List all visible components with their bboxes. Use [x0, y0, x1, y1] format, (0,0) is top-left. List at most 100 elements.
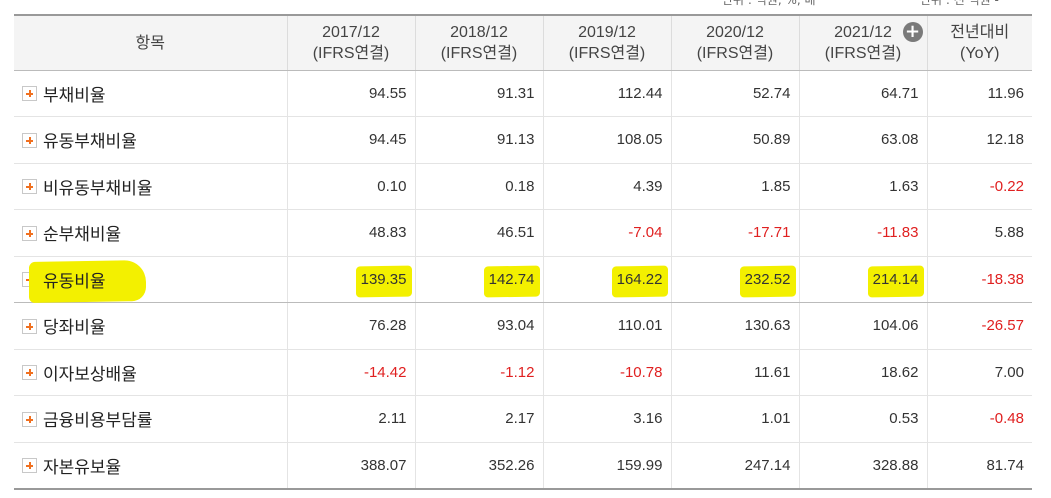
header-period: 2018/12 (IFRS연결): [415, 14, 544, 71]
yoy-value: -18.38: [981, 270, 1024, 288]
expand-plus-icon[interactable]: [22, 458, 37, 473]
value-cell: 1.85: [671, 163, 800, 210]
row-label[interactable]: 비유동부채비율: [43, 178, 153, 199]
header-period: 2019/12 (IFRS연결): [543, 14, 672, 71]
yoy-cell: -18.38: [927, 255, 1032, 303]
value-cell: 110.01: [543, 302, 672, 350]
yoy-value: 81.74: [986, 456, 1024, 474]
cell-value: 64.71: [880, 84, 919, 102]
cell-value: 2.17: [505, 410, 535, 428]
expand-plus-icon[interactable]: [22, 365, 37, 381]
table-row: 당좌비율 76.28 93.04 110.01 130.63 104.06 -26.57: [14, 302, 1032, 350]
value-cell: 130.63: [671, 302, 800, 350]
cell-value: 11.61: [754, 363, 791, 381]
cell-value: 247.14: [744, 456, 791, 474]
cell-value: 1.63: [889, 177, 919, 195]
cell-value: -11.83: [877, 224, 919, 242]
value-cell: 93.04: [415, 302, 544, 350]
yoy-cell: -0.48: [927, 395, 1032, 443]
table-row: 부채비율 94.55 91.31 112.44 52.74 64.71 11.96: [14, 70, 1032, 117]
expand-plus-icon[interactable]: [22, 411, 37, 427]
cell-value: 328.88: [872, 456, 919, 474]
value-cell: 232.52: [671, 255, 800, 303]
value-cell: 2.17: [415, 395, 544, 443]
value-cell: -1.12: [415, 349, 544, 396]
yoy-value: 7.00: [994, 363, 1024, 381]
row-label[interactable]: 당좌비율: [43, 318, 106, 339]
row-label[interactable]: 금융비용부담률: [43, 411, 153, 432]
row-label-cell: 비유동부채비율: [14, 163, 288, 210]
cell-value: 52.74: [752, 84, 791, 102]
cell-value: 91.31: [496, 84, 535, 102]
cell-value: 1.85: [761, 177, 791, 195]
table-header-row: 항목 2017/12 (IFRS연결) 2018/12 (IFRS연결) 2019/…: [14, 14, 1032, 71]
row-label[interactable]: 유동비율: [43, 267, 106, 292]
unit-note: 단위 : 억원, %, 배 단위 : 전 억원 -: [0, 0, 1051, 7]
cell-value: 164.22: [616, 270, 663, 288]
cell-value: 1.01: [761, 410, 791, 428]
row-label[interactable]: 이자보상배율: [43, 364, 137, 385]
plus-circle-icon[interactable]: +: [902, 22, 923, 42]
value-cell: 63.08: [799, 116, 928, 164]
row-label-cell: 유동비율: [14, 255, 288, 303]
table-row: 유동부채비율 94.45 91.13 108.05 50.89 63.08 12.18: [14, 116, 1032, 164]
cell-value: 232.52: [744, 270, 791, 288]
cell-value: 0.18: [505, 177, 535, 195]
table-row: 유동비율 139.35 142.74 164.22 232.52 214.14 -18.38: [14, 255, 1032, 303]
value-cell: 46.51: [415, 209, 544, 257]
expand-plus-icon[interactable]: [22, 179, 37, 195]
cell-value: 3.16: [633, 410, 663, 428]
header-period: 2020/12 (IFRS연결): [671, 14, 800, 71]
cell-value: -10.78: [619, 363, 663, 381]
row-label-cell: 자본유보율: [14, 442, 288, 490]
cell-value: -1.12: [500, 363, 535, 381]
value-cell: 94.55: [287, 70, 416, 117]
yoy-value: -26.57: [981, 317, 1024, 335]
cell-value: 159.99: [616, 456, 663, 474]
value-cell: 159.99: [543, 442, 672, 490]
cell-value: 94.45: [368, 131, 407, 149]
yoy-cell: -0.22: [927, 163, 1032, 210]
expand-plus-icon[interactable]: [22, 86, 37, 102]
value-cell: 48.83: [287, 209, 416, 257]
cell-value: 4.39: [633, 177, 663, 195]
cell-value: 388.07: [360, 456, 407, 474]
cell-value: 48.83: [368, 224, 407, 242]
row-label[interactable]: 순부채비율: [43, 225, 122, 246]
value-cell: 52.74: [671, 70, 800, 117]
row-label-cell: 이자보상배율: [14, 349, 288, 396]
unit-note-right: 단위 : 전 억원 -: [920, 0, 999, 7]
value-cell: 0.10: [287, 163, 416, 210]
value-cell: 328.88: [799, 442, 928, 490]
yoy-cell: 5.88: [927, 209, 1032, 257]
yoy-cell: 12.18: [927, 116, 1032, 164]
expand-plus-icon[interactable]: [22, 225, 37, 241]
cell-value: 104.06: [872, 317, 919, 335]
header-item: 항목: [14, 14, 288, 71]
cell-value: -17.71: [747, 224, 791, 242]
row-label[interactable]: 유동부채비율: [43, 132, 137, 153]
cell-value: 108.05: [616, 131, 663, 149]
cell-value: 50.89: [752, 131, 791, 149]
cell-value: 214.14: [872, 270, 919, 288]
cell-value: -14.42: [363, 363, 407, 381]
yoy-cell: 7.00: [927, 349, 1032, 396]
row-label[interactable]: 부채비율: [43, 85, 106, 106]
expand-plus-icon[interactable]: [22, 132, 37, 148]
cell-value: 2.11: [378, 410, 407, 428]
cell-value: 18.62: [880, 363, 919, 381]
cell-value: 46.51: [496, 224, 535, 242]
table-row: 자본유보율 388.07 352.26 159.99 247.14 328.88 81.74: [14, 442, 1032, 490]
yoy-value: 12.18: [986, 131, 1024, 149]
cell-value: 142.74: [488, 270, 535, 288]
row-label-cell: 순부채비율: [14, 209, 288, 257]
value-cell: 142.74: [415, 255, 544, 303]
row-label[interactable]: 자본유보율: [43, 457, 122, 478]
cell-value: 110.01: [617, 317, 663, 335]
value-cell: 18.62: [799, 349, 928, 396]
value-cell: 3.16: [543, 395, 672, 443]
expand-plus-icon[interactable]: [22, 318, 37, 334]
yoy-value: -0.22: [989, 177, 1024, 195]
value-cell: -10.78: [543, 349, 672, 396]
value-cell: 164.22: [543, 255, 672, 303]
